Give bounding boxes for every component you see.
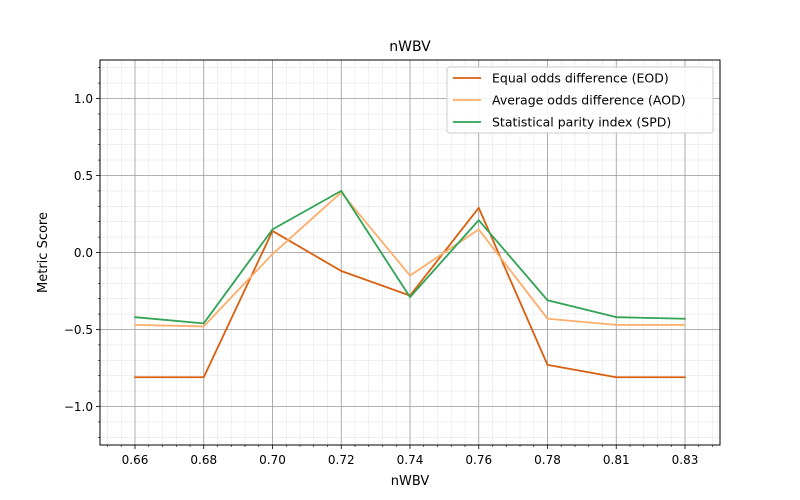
legend-label: Average odds difference (AOD) <box>492 93 686 108</box>
x-tick-label: 0.66 <box>122 453 149 467</box>
data-point <box>615 316 618 319</box>
x-axis-label: nWBV <box>391 474 430 489</box>
x-tick-label: 0.70 <box>259 453 286 467</box>
data-point <box>477 206 480 209</box>
data-point <box>134 376 136 379</box>
data-point <box>409 274 411 277</box>
data-point <box>684 376 686 379</box>
data-point <box>134 316 136 319</box>
data-point <box>684 323 686 326</box>
legend-label: Statistical parity index (SPD) <box>492 115 671 130</box>
x-tick-label: 0.83 <box>672 453 699 467</box>
legend-box <box>446 66 714 134</box>
series-layer <box>134 189 686 379</box>
x-tick-label: 0.68 <box>190 453 217 467</box>
data-point <box>202 322 205 325</box>
data-point <box>271 228 274 231</box>
x-tick-label: 0.78 <box>534 453 561 467</box>
data-point <box>271 253 274 255</box>
y-tick-label: −0.5 <box>64 323 93 337</box>
y-axis-label: Metric Score <box>36 212 51 293</box>
data-point <box>409 296 411 299</box>
data-point <box>684 317 686 320</box>
data-point <box>477 219 480 222</box>
legend: Equal odds difference (EOD) Average odds … <box>446 66 714 134</box>
data-point <box>202 325 205 328</box>
data-point <box>340 190 343 192</box>
data-point <box>477 228 480 231</box>
y-tick-label: 0.0 <box>74 246 93 260</box>
chart-title: nWBV <box>389 39 431 55</box>
data-point <box>615 376 618 379</box>
x-tick-label: 0.81 <box>603 453 630 467</box>
x-tick-label: 0.76 <box>465 453 492 467</box>
data-point <box>546 364 549 366</box>
data-point <box>546 317 549 320</box>
data-point <box>202 376 205 379</box>
x-tick-label: 0.72 <box>328 453 355 467</box>
legend-label: Equal odds difference (EOD) <box>492 71 669 86</box>
y-tick-label: 1.0 <box>74 92 93 106</box>
data-point <box>340 270 343 272</box>
ticks: 0.66 0.68 0.70 0.72 0.74 0.76 0.78 0.81 0.83 −1.0… <box>64 67 713 467</box>
data-point <box>134 323 136 326</box>
x-tick-label: 0.74 <box>397 453 424 467</box>
y-tick-label: −1.0 <box>64 400 93 414</box>
data-point <box>546 299 549 302</box>
y-tick-label: 0.5 <box>74 169 93 183</box>
data-point <box>615 323 618 326</box>
